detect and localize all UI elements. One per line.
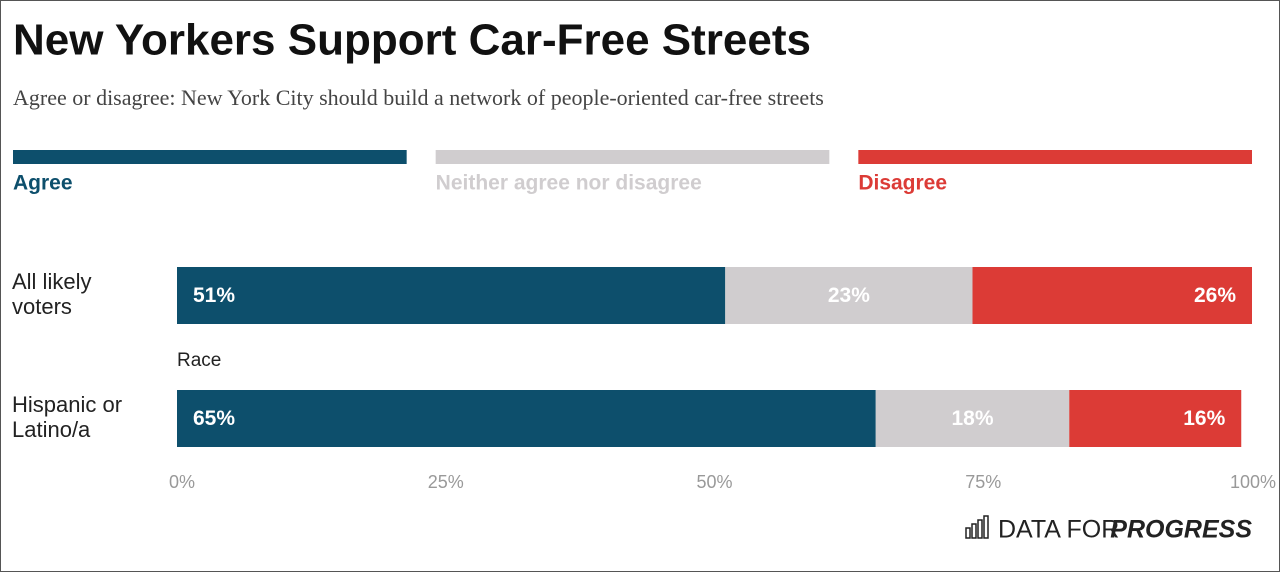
category-label: Hispanic or Latino/a: [12, 392, 123, 442]
x-tick-label: 0%: [169, 472, 195, 492]
x-tick-label: 75%: [965, 472, 1001, 492]
bar-segment: [177, 390, 876, 447]
legend-label: Neither agree nor disagree: [436, 172, 702, 195]
legend-label: Agree: [13, 172, 73, 195]
bar-segment: [177, 267, 726, 324]
bar-segment: [725, 267, 973, 324]
value-label: 18%: [951, 407, 993, 430]
footer-name: PROGRESS: [1110, 516, 1252, 544]
chart-subtitle: Agree or disagree: New York City should …: [13, 85, 824, 110]
x-tick-label: 50%: [696, 472, 732, 492]
legend-swatch: [435, 150, 830, 164]
x-tick-label: 100%: [1230, 472, 1276, 492]
group-label: Race: [177, 350, 221, 371]
logo-icon: [965, 515, 989, 539]
category-label: All likely voters: [12, 269, 92, 319]
value-label: 26%: [1194, 284, 1236, 307]
bar-segment: [875, 390, 1070, 447]
value-label: 23%: [828, 284, 870, 307]
chart-title: New Yorkers Support Car-Free Streets: [13, 16, 811, 65]
value-label: 65%: [193, 407, 235, 430]
bar-segment: [1069, 390, 1242, 447]
value-label: 51%: [193, 284, 235, 307]
legend-swatch: [858, 150, 1252, 164]
bar-segment: [972, 267, 1252, 324]
value-label: 16%: [1183, 407, 1225, 430]
legend-label: Disagree: [858, 172, 947, 195]
legend-swatch: [13, 150, 407, 164]
x-tick-label: 25%: [428, 472, 464, 492]
footer-prefix: DATA FOR: [998, 516, 1119, 544]
